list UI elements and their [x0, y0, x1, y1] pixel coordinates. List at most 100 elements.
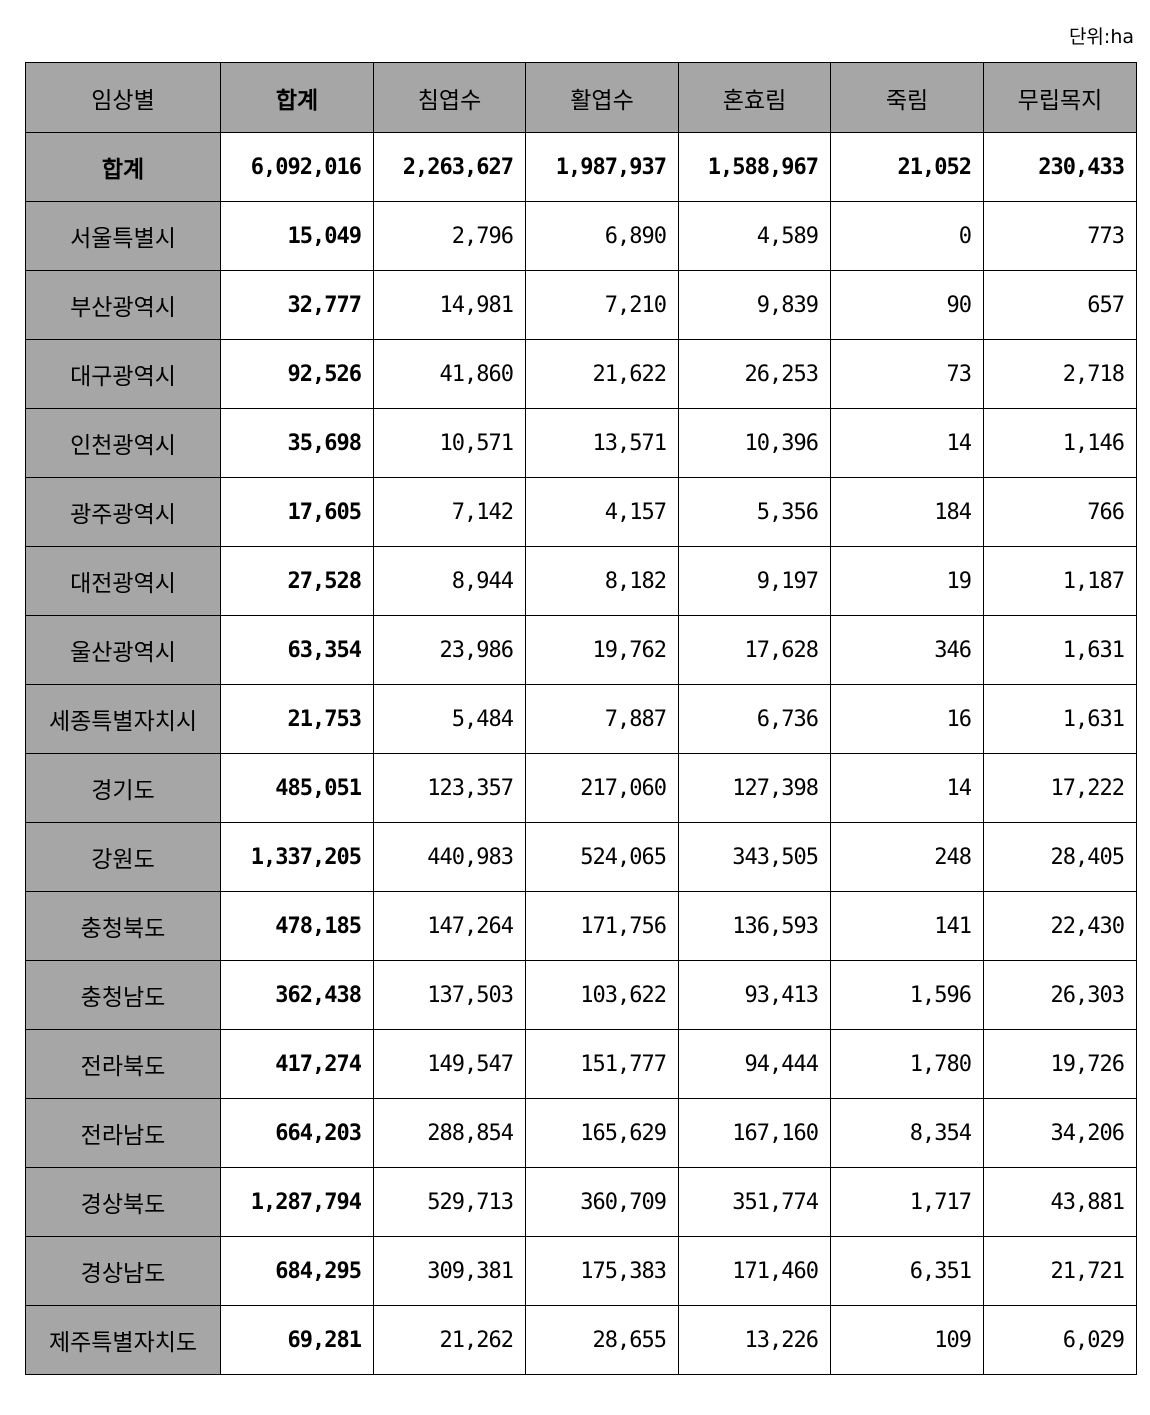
total-row: 합계 6,092,016 2,263,627 1,987,937 1,588,967 21… — [25, 132, 1137, 202]
table-cell: 1,287,794 — [220, 1167, 374, 1237]
table-row: 경기도 485,051 123,357 217,060 127,398 14 17,222 — [25, 753, 1137, 823]
table-row: 대구광역시 92,526 41,860 21,622 26,253 73 2,718 — [25, 339, 1137, 409]
table-cell: 103,622 — [525, 960, 679, 1030]
row-header: 합계 — [25, 132, 221, 202]
table-cell: 5,484 — [373, 684, 526, 754]
table-cell: 151,777 — [525, 1029, 679, 1099]
row-header: 세종특별자치시 — [25, 684, 221, 754]
table-cell: 288,854 — [373, 1098, 526, 1168]
table-cell: 109 — [830, 1305, 984, 1375]
table-cell: 773 — [983, 201, 1137, 271]
table-cell: 19,726 — [983, 1029, 1137, 1099]
table-cell: 309,381 — [373, 1236, 526, 1306]
table-cell: 26,303 — [983, 960, 1137, 1030]
table-cell: 440,983 — [373, 822, 526, 892]
column-header: 합계 — [220, 62, 374, 133]
column-header: 임상별 — [25, 62, 221, 133]
table-cell: 657 — [983, 270, 1137, 340]
table-cell: 4,157 — [525, 477, 679, 547]
row-header: 전라남도 — [25, 1098, 221, 1168]
table-cell: 10,396 — [678, 408, 831, 478]
table-cell: 6,351 — [830, 1236, 984, 1306]
table-cell: 35,698 — [220, 408, 374, 478]
table-header-row: 임상별 합계 침엽수 활엽수 혼효림 죽림 무립목지 — [25, 62, 1137, 133]
table-cell: 4,589 — [678, 201, 831, 271]
table-cell: 1,146 — [983, 408, 1137, 478]
row-header: 부산광역시 — [25, 270, 221, 340]
table-cell: 16 — [830, 684, 984, 754]
table-cell: 136,593 — [678, 891, 831, 961]
table-row: 울산광역시 63,354 23,986 19,762 17,628 346 1,631 — [25, 615, 1137, 685]
table-cell: 73 — [830, 339, 984, 409]
table-cell: 7,887 — [525, 684, 679, 754]
table-cell: 137,503 — [373, 960, 526, 1030]
table-cell: 90 — [830, 270, 984, 340]
table-cell: 2,718 — [983, 339, 1137, 409]
table-cell: 14,981 — [373, 270, 526, 340]
table-row: 충청북도 478,185 147,264 171,756 136,593 141 22,43… — [25, 891, 1137, 961]
table-cell: 524,065 — [525, 822, 679, 892]
table-cell: 1,588,967 — [678, 132, 831, 202]
table-cell: 43,881 — [983, 1167, 1137, 1237]
table-cell: 21,721 — [983, 1236, 1137, 1306]
table-cell: 343,505 — [678, 822, 831, 892]
table-cell: 63,354 — [220, 615, 374, 685]
column-header: 침엽수 — [373, 62, 526, 133]
table-row: 전라남도 664,203 288,854 165,629 167,160 8,354 34,… — [25, 1098, 1137, 1168]
table-cell: 1,987,937 — [525, 132, 679, 202]
row-header: 광주광역시 — [25, 477, 221, 547]
row-header: 경상남도 — [25, 1236, 221, 1306]
table-cell: 93,413 — [678, 960, 831, 1030]
table-cell: 8,944 — [373, 546, 526, 616]
table-cell: 14 — [830, 408, 984, 478]
row-header: 충청북도 — [25, 891, 221, 961]
table-cell: 1,631 — [983, 615, 1137, 685]
row-header: 인천광역시 — [25, 408, 221, 478]
unit-label: 단위:ha — [1068, 26, 1134, 48]
table-cell: 7,210 — [525, 270, 679, 340]
table-cell: 23,986 — [373, 615, 526, 685]
table-cell: 32,777 — [220, 270, 374, 340]
table-cell: 21,052 — [830, 132, 984, 202]
table-cell: 248 — [830, 822, 984, 892]
table-cell: 184 — [830, 477, 984, 547]
row-header: 서울특별시 — [25, 201, 221, 271]
table-cell: 13,226 — [678, 1305, 831, 1375]
row-header: 제주특별자치도 — [25, 1305, 221, 1375]
table-cell: 485,051 — [220, 753, 374, 823]
table-row: 광주광역시 17,605 7,142 4,157 5,356 184 766 — [25, 477, 1137, 547]
table-cell: 9,197 — [678, 546, 831, 616]
table-cell: 175,383 — [525, 1236, 679, 1306]
table-cell: 1,337,205 — [220, 822, 374, 892]
table-row: 경상남도 684,295 309,381 175,383 171,460 6,351 21,… — [25, 1236, 1137, 1306]
table-cell: 2,263,627 — [373, 132, 526, 202]
row-header: 충청남도 — [25, 960, 221, 1030]
table-cell: 346 — [830, 615, 984, 685]
table-cell: 165,629 — [525, 1098, 679, 1168]
table-cell: 21,622 — [525, 339, 679, 409]
row-header: 전라북도 — [25, 1029, 221, 1099]
table-cell: 5,356 — [678, 477, 831, 547]
row-header: 경기도 — [25, 753, 221, 823]
table-cell: 360,709 — [525, 1167, 679, 1237]
table-row: 인천광역시 35,698 10,571 13,571 10,396 14 1,146 — [25, 408, 1137, 478]
table-cell: 0 — [830, 201, 984, 271]
table-cell: 417,274 — [220, 1029, 374, 1099]
table-cell: 7,142 — [373, 477, 526, 547]
table-cell: 41,860 — [373, 339, 526, 409]
forest-area-table: 임상별 합계 침엽수 활엽수 혼효림 죽림 무립목지 합계 6,092,016 2,263,62… — [25, 62, 1137, 1375]
row-header: 경상북도 — [25, 1167, 221, 1237]
row-header: 대구광역시 — [25, 339, 221, 409]
table-cell: 766 — [983, 477, 1137, 547]
column-header: 무립목지 — [983, 62, 1137, 133]
table-cell: 6,890 — [525, 201, 679, 271]
table-cell: 362,438 — [220, 960, 374, 1030]
table-cell: 27,528 — [220, 546, 374, 616]
table-cell: 26,253 — [678, 339, 831, 409]
row-header: 강원도 — [25, 822, 221, 892]
table-cell: 19,762 — [525, 615, 679, 685]
table-cell: 17,222 — [983, 753, 1137, 823]
table-cell: 217,060 — [525, 753, 679, 823]
table-cell: 19 — [830, 546, 984, 616]
table-cell: 2,796 — [373, 201, 526, 271]
